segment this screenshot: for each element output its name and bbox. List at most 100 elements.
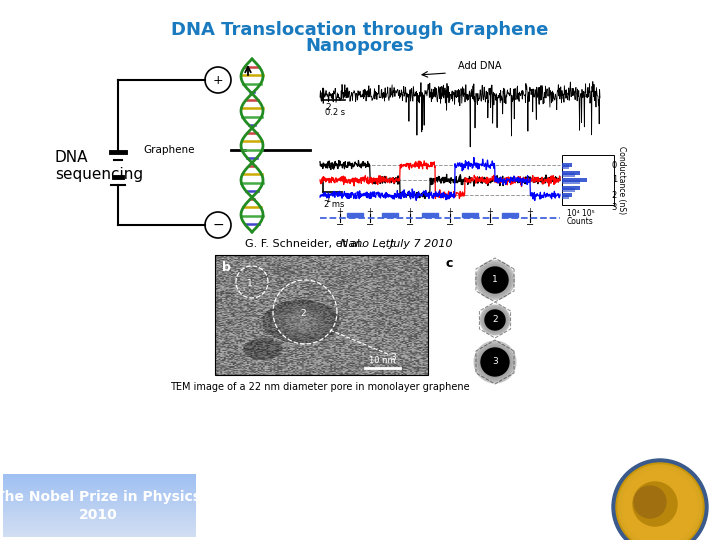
- Bar: [562, 165, 569, 169]
- Bar: [3, 497, 196, 498]
- Text: Nanopores: Nanopores: [305, 37, 415, 55]
- Text: +: +: [407, 206, 413, 215]
- Polygon shape: [476, 258, 514, 302]
- Text: 2: 2: [492, 315, 498, 325]
- Text: G. F. Schneider, et al.: G. F. Schneider, et al.: [245, 239, 367, 249]
- Bar: [3, 495, 196, 497]
- Bar: [562, 186, 580, 190]
- Text: Nano Lett.: Nano Lett.: [340, 239, 398, 249]
- Bar: [562, 195, 569, 199]
- Polygon shape: [480, 302, 510, 338]
- Bar: [3, 499, 196, 501]
- Text: +: +: [446, 206, 454, 215]
- Text: Graphene: Graphene: [143, 145, 195, 155]
- Bar: [3, 535, 196, 536]
- Bar: [3, 479, 196, 480]
- Bar: [3, 485, 196, 487]
- Text: Conductance (nS): Conductance (nS): [618, 146, 626, 214]
- Text: 1: 1: [612, 176, 617, 185]
- Circle shape: [481, 348, 509, 376]
- Bar: [3, 528, 196, 529]
- Bar: [3, 532, 196, 533]
- Circle shape: [476, 343, 514, 381]
- Text: +: +: [366, 206, 374, 215]
- Circle shape: [482, 267, 508, 293]
- Circle shape: [485, 310, 505, 330]
- Text: +: +: [487, 206, 493, 215]
- Bar: [562, 163, 572, 167]
- Circle shape: [475, 260, 515, 300]
- Bar: [462, 213, 478, 217]
- Bar: [3, 484, 196, 485]
- Bar: [382, 213, 398, 217]
- Bar: [3, 514, 196, 516]
- Circle shape: [477, 345, 513, 380]
- Bar: [3, 507, 196, 508]
- Bar: [3, 489, 196, 490]
- Bar: [3, 522, 196, 523]
- Circle shape: [481, 348, 509, 376]
- Bar: [3, 531, 196, 532]
- Text: c: c: [445, 257, 452, 270]
- Text: −: −: [366, 220, 374, 230]
- Text: 10 nm: 10 nm: [369, 356, 395, 365]
- Circle shape: [482, 307, 508, 333]
- Bar: [502, 213, 518, 217]
- Bar: [562, 180, 580, 184]
- Bar: [3, 529, 196, 531]
- Bar: [3, 480, 196, 482]
- Bar: [3, 478, 196, 479]
- Bar: [215, 255, 428, 375]
- Text: −: −: [486, 220, 494, 230]
- Text: −: −: [446, 220, 454, 230]
- Bar: [3, 512, 196, 513]
- Bar: [3, 536, 196, 537]
- Text: −: −: [336, 220, 344, 230]
- Text: b: b: [222, 261, 231, 274]
- Text: TEM image of a 22 nm diameter pore in monolayer graphene: TEM image of a 22 nm diameter pore in mo…: [170, 382, 470, 392]
- Text: 0.2 s: 0.2 s: [325, 108, 345, 117]
- Text: 0: 0: [612, 160, 617, 170]
- Bar: [562, 193, 572, 197]
- Circle shape: [612, 459, 708, 540]
- Circle shape: [480, 305, 510, 335]
- Bar: [3, 501, 196, 502]
- Text: , July 7 2010: , July 7 2010: [383, 239, 453, 249]
- Bar: [3, 524, 196, 525]
- Bar: [3, 533, 196, 535]
- Bar: [3, 475, 196, 476]
- Text: −: −: [212, 218, 224, 232]
- Text: 2: 2: [612, 191, 617, 199]
- Bar: [3, 474, 196, 475]
- Circle shape: [485, 310, 505, 330]
- Bar: [3, 491, 196, 493]
- Bar: [562, 173, 575, 177]
- Circle shape: [479, 264, 511, 296]
- Circle shape: [477, 262, 513, 298]
- Polygon shape: [476, 340, 514, 384]
- Text: +: +: [212, 73, 223, 86]
- Circle shape: [480, 265, 510, 295]
- Text: 1: 1: [325, 195, 330, 204]
- Bar: [3, 494, 196, 495]
- Bar: [3, 509, 196, 510]
- Bar: [3, 488, 196, 489]
- Bar: [3, 476, 196, 478]
- Bar: [3, 510, 196, 512]
- Bar: [562, 171, 580, 175]
- Text: 3: 3: [492, 357, 498, 367]
- Bar: [3, 518, 196, 519]
- Bar: [3, 482, 196, 483]
- Circle shape: [480, 346, 510, 378]
- Circle shape: [618, 465, 702, 540]
- Circle shape: [474, 341, 516, 383]
- Bar: [422, 213, 438, 217]
- Bar: [3, 493, 196, 494]
- Text: 1: 1: [247, 280, 253, 288]
- Text: 1: 1: [492, 275, 498, 285]
- Circle shape: [633, 482, 677, 526]
- Text: −: −: [406, 220, 414, 230]
- Text: Counts: Counts: [567, 218, 594, 226]
- Bar: [562, 155, 614, 205]
- Bar: [3, 503, 196, 504]
